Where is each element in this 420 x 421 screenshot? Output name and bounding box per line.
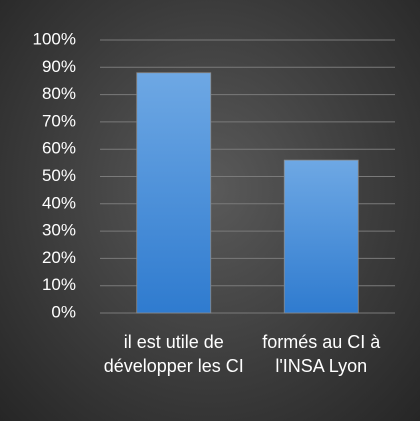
bar (283, 159, 359, 314)
y-tick-label: 10% (42, 275, 76, 294)
y-tick-label: 50% (42, 166, 76, 185)
x-tick-label: formés au CI à l'INSA Lyon (262, 332, 381, 376)
y-tick-label: 100% (33, 29, 76, 48)
y-tick-label: 80% (42, 84, 76, 103)
y-tick-label: 30% (42, 221, 76, 240)
y-tick-label: 40% (42, 193, 76, 212)
bar (136, 72, 212, 314)
y-tick-label: 0% (51, 302, 76, 321)
y-tick-label: 20% (42, 248, 76, 267)
x-tick-label: il est utile de développer les CI (103, 332, 244, 376)
y-tick-label: 70% (42, 111, 76, 130)
y-tick-label: 60% (42, 139, 76, 158)
y-tick-label: 90% (42, 57, 76, 76)
